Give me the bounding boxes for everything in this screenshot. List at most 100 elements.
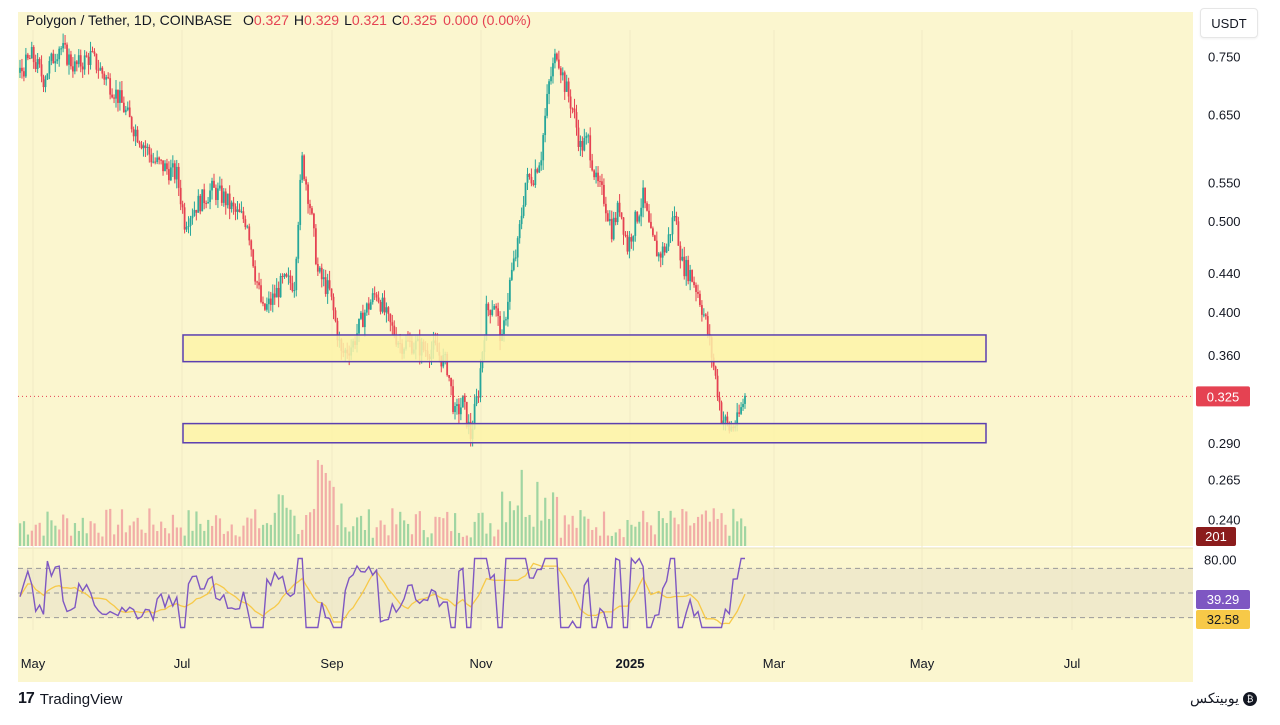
candle-body bbox=[493, 306, 496, 310]
candle-body bbox=[205, 203, 208, 205]
y-tick-label: 0.440 bbox=[1208, 266, 1241, 281]
volume-bar bbox=[50, 520, 53, 546]
candle-body bbox=[700, 305, 703, 315]
candle-body bbox=[744, 395, 746, 404]
volume-bar bbox=[226, 531, 229, 546]
candle-body bbox=[375, 294, 378, 298]
candle-body bbox=[736, 412, 739, 427]
candle-body bbox=[150, 154, 153, 163]
candle-body bbox=[518, 224, 521, 239]
volume-bar bbox=[42, 535, 45, 546]
candle-body bbox=[393, 325, 396, 336]
volume-bar bbox=[606, 535, 610, 546]
volume-bar bbox=[614, 532, 617, 546]
last-price-label: 0.325 bbox=[1207, 389, 1240, 404]
volume-bar bbox=[85, 533, 88, 546]
candle-body bbox=[267, 298, 270, 305]
candle-body bbox=[79, 55, 82, 67]
volume-bar bbox=[532, 526, 535, 546]
candle-body bbox=[528, 173, 531, 177]
candle-body bbox=[222, 191, 225, 203]
candle-body bbox=[365, 303, 368, 313]
volume-bar bbox=[649, 525, 653, 546]
candle-body bbox=[89, 51, 92, 65]
candle-body bbox=[211, 180, 213, 191]
volume-bar bbox=[140, 529, 143, 546]
volume-bar bbox=[430, 533, 433, 546]
volume-bar bbox=[97, 532, 100, 546]
candle-body bbox=[95, 53, 98, 70]
volume-bar bbox=[62, 514, 65, 546]
candle-body bbox=[130, 117, 133, 130]
candle-body bbox=[657, 253, 660, 257]
candle-body bbox=[628, 237, 631, 252]
volume-bar bbox=[399, 511, 402, 546]
candle-body bbox=[218, 185, 221, 189]
volume-bar bbox=[501, 491, 504, 546]
candle-body bbox=[638, 216, 641, 222]
volume-bar bbox=[218, 518, 222, 546]
candle-body bbox=[119, 90, 121, 103]
candle-body bbox=[544, 115, 547, 136]
candle-body bbox=[526, 173, 529, 183]
candle-body bbox=[177, 166, 180, 188]
candle-body bbox=[642, 187, 645, 208]
candle-body bbox=[604, 203, 607, 214]
volume-bar bbox=[105, 509, 108, 546]
candle-body bbox=[301, 155, 304, 180]
volume-bar bbox=[379, 520, 382, 546]
change-value: 0.000 (0.00%) bbox=[443, 12, 532, 28]
volume-bar bbox=[46, 511, 49, 546]
x-tick-label: Jul bbox=[174, 656, 191, 671]
volume-bar bbox=[504, 522, 508, 546]
tradingview-logo[interactable]: 17 TradingView bbox=[18, 690, 122, 708]
candle-body bbox=[597, 172, 599, 182]
candle-body bbox=[704, 314, 707, 317]
volume-bar bbox=[203, 530, 206, 546]
candle-body bbox=[250, 240, 253, 250]
candle-body bbox=[113, 97, 115, 99]
candle-body bbox=[326, 280, 329, 294]
volume-bar bbox=[450, 531, 453, 546]
volume-bar bbox=[642, 510, 645, 546]
candle-body bbox=[197, 195, 200, 213]
volume-bar bbox=[497, 529, 500, 546]
candle-body bbox=[246, 226, 249, 228]
candle-body bbox=[485, 303, 488, 341]
candle-body bbox=[193, 209, 196, 216]
candle-body bbox=[332, 296, 335, 311]
candle-body bbox=[508, 279, 511, 302]
volume-bar bbox=[551, 492, 555, 546]
candle-body bbox=[160, 159, 162, 161]
volume-bar bbox=[160, 521, 163, 546]
candle-body bbox=[313, 213, 315, 229]
candle-body bbox=[175, 166, 178, 180]
candle-body bbox=[555, 53, 558, 60]
high-value: 0.329 bbox=[304, 12, 340, 28]
candle-body bbox=[238, 209, 241, 213]
volume-bar bbox=[371, 537, 374, 546]
volume-bar bbox=[69, 535, 73, 546]
volume-bar bbox=[732, 508, 735, 546]
volume-bar bbox=[677, 524, 680, 546]
candle-body bbox=[24, 54, 27, 77]
candle-body bbox=[109, 78, 112, 95]
candle-body bbox=[75, 61, 78, 65]
candle-body bbox=[606, 213, 609, 222]
candle-body bbox=[101, 67, 104, 74]
candle-body bbox=[622, 217, 625, 235]
candle-body bbox=[21, 67, 23, 72]
candle-body bbox=[475, 396, 478, 404]
candle-body bbox=[324, 277, 327, 294]
candle-body bbox=[232, 202, 235, 207]
volume-bar bbox=[22, 521, 26, 546]
currency-button[interactable]: USDT bbox=[1200, 8, 1258, 38]
volume-bar bbox=[446, 511, 449, 546]
candle-body bbox=[183, 207, 186, 230]
volume-bar bbox=[297, 534, 300, 546]
candle-body bbox=[152, 161, 155, 163]
candle-body bbox=[154, 161, 157, 163]
candle-body bbox=[538, 165, 541, 173]
candle-body bbox=[377, 297, 380, 302]
